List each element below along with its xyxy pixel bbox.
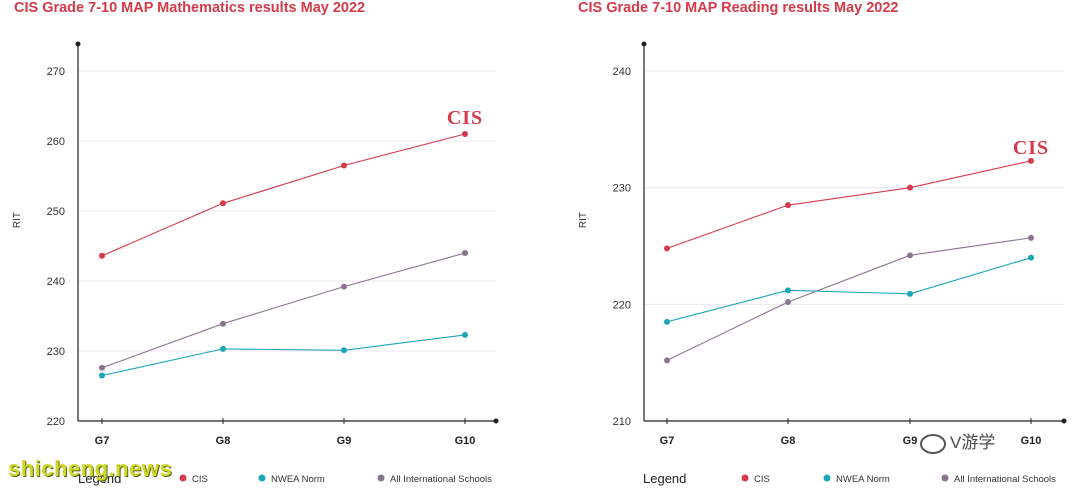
reading-chart-panel: CIS Grade 7-10 MAP Reading results May 2… <box>540 0 1080 490</box>
legend-label: NWEA Norm <box>836 474 890 485</box>
x-tick-label: G10 <box>455 435 476 447</box>
data-point <box>220 345 226 352</box>
y-axis-end-dot <box>641 41 647 47</box>
legend-label: All International Schools <box>954 474 1056 485</box>
y-tick-label: 250 <box>47 206 65 218</box>
cis-logo: CIS <box>1013 137 1049 159</box>
data-point <box>341 347 347 354</box>
data-point <box>99 372 105 379</box>
legend-label: CIS <box>192 474 208 485</box>
legend-marker <box>823 474 831 482</box>
data-point <box>907 252 913 259</box>
legend-marker <box>377 474 385 482</box>
data-point <box>664 357 670 364</box>
data-point <box>785 287 791 294</box>
data-point <box>462 331 468 338</box>
y-tick-label: 240 <box>47 276 65 288</box>
math-chart-svg: 220 230 240 250 260 270 G7 G8 G9 G10 RIT CIS Legend C… <box>12 41 499 486</box>
y-tick-label: 210 <box>613 416 631 428</box>
x-tick-label: G7 <box>660 435 675 447</box>
x-tick-label: G7 <box>95 435 110 447</box>
data-point <box>1028 254 1034 261</box>
y-axis-end-dot <box>75 41 81 47</box>
legend-marker <box>741 474 749 482</box>
data-point <box>664 245 670 252</box>
wechat-tag: V游学 <box>920 428 995 454</box>
series-line <box>666 160 1032 249</box>
site-watermark: shicheng.news <box>8 456 173 481</box>
legend-title: Legend <box>78 471 121 486</box>
x-tick-label: G10 <box>1021 435 1042 447</box>
x-tick-label: G8 <box>781 435 796 447</box>
y-tick-label: 230 <box>47 346 65 358</box>
data-point <box>1028 234 1034 241</box>
data-point <box>99 252 105 259</box>
series-line <box>101 252 466 369</box>
series-line <box>666 237 1032 361</box>
x-tick-label: G9 <box>903 435 918 447</box>
y-axis-label: RIT <box>578 212 589 228</box>
x-axis-end-dot <box>1061 418 1067 424</box>
y-tick-label: 240 <box>613 66 631 78</box>
data-point <box>462 250 468 256</box>
legend-marker <box>258 474 266 482</box>
data-point <box>220 200 226 207</box>
data-point <box>462 131 468 137</box>
legend-marker <box>179 474 187 482</box>
cis-logo: CIS <box>447 107 483 129</box>
y-tick-label: 220 <box>47 416 65 428</box>
y-axis-label: RIT <box>12 212 23 228</box>
x-tick-label: G8 <box>216 435 231 447</box>
data-point <box>341 283 347 290</box>
y-tick-label: 260 <box>47 136 65 148</box>
data-point <box>1028 157 1034 164</box>
x-axis-end-dot <box>493 418 499 424</box>
legend-marker <box>941 474 949 482</box>
data-point <box>907 184 913 191</box>
y-tick-label: 230 <box>613 183 631 195</box>
wechat-icon <box>920 433 946 454</box>
x-tick-label: G9 <box>337 435 352 447</box>
wechat-tag-label: V游学 <box>950 433 996 452</box>
y-tick-label: 220 <box>613 299 631 311</box>
data-point <box>907 290 913 297</box>
series-line <box>666 257 1032 323</box>
y-tick-label: 270 <box>47 66 65 78</box>
series-line <box>101 334 466 377</box>
math-chart-panel: CIS Grade 7-10 MAP Mathematics results M… <box>12 0 499 486</box>
legend-label: All International Schools <box>390 474 492 485</box>
legend-label: NWEA Norm <box>271 474 325 485</box>
data-point <box>664 318 670 325</box>
data-point <box>220 320 226 327</box>
data-point <box>99 364 105 371</box>
data-point <box>341 162 347 169</box>
legend-label: CIS <box>754 474 770 485</box>
chart-title: CIS Grade 7-10 MAP Reading results May 2… <box>578 0 899 16</box>
series-line <box>101 133 466 257</box>
data-point <box>785 202 791 209</box>
reading-chart-svg: 210 220 230 240 G7 G8 G9 G10 RIT CIS Legend CIS NWEA… <box>578 41 1067 486</box>
legend-title: Legend <box>643 471 686 486</box>
data-point <box>785 299 791 305</box>
chart-title: CIS Grade 7-10 MAP Mathematics results M… <box>14 0 366 16</box>
